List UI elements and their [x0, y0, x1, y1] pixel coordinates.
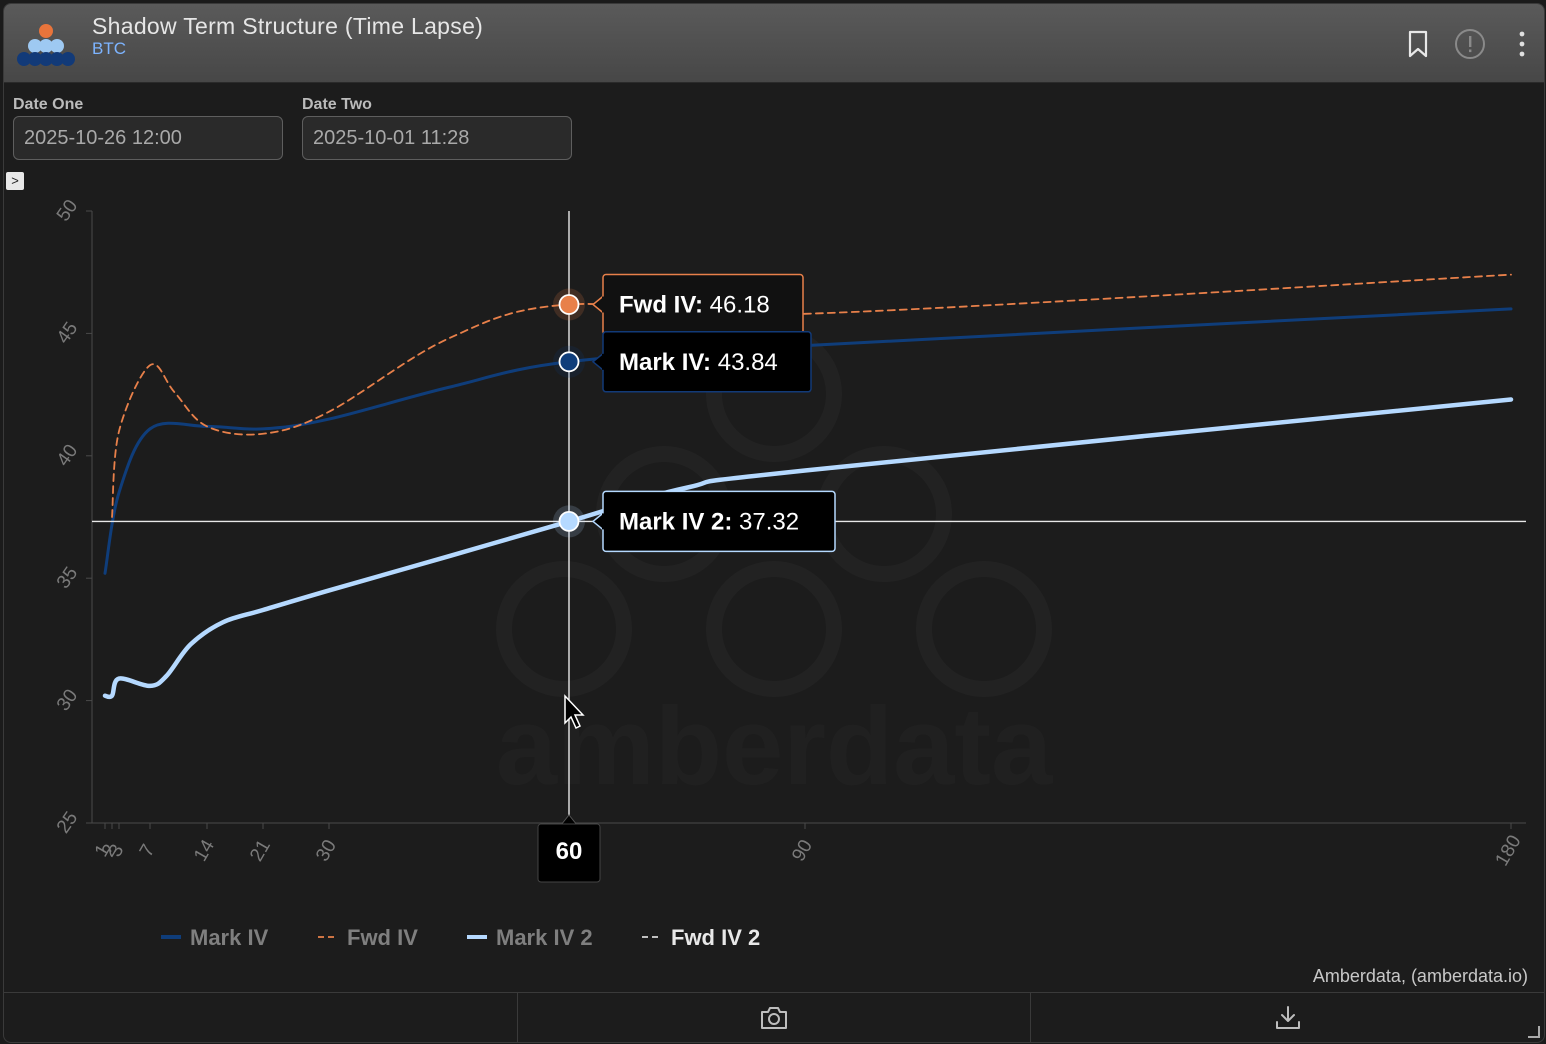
tooltip-text-mark-iv-2: Mark IV 2: 37.32 [619, 508, 799, 535]
bottom-toolbar [4, 992, 1544, 1042]
camera-icon [761, 1007, 787, 1029]
y-tick-label: 40 [53, 441, 82, 470]
y-tick-label: 25 [53, 808, 82, 837]
date-two-input[interactable] [302, 116, 572, 160]
series-line-fwd-iv [111, 273, 1512, 518]
tooltip-pointer-join-mark-iv-2 [602, 513, 605, 530]
widget-subtitle: BTC [92, 39, 126, 58]
legend-item-mark-iv[interactable]: Mark IV [190, 925, 269, 950]
tooltip-value: 46.18 [710, 292, 770, 319]
date-one-input[interactable] [13, 116, 283, 160]
tooltip-label: Mark IV: [619, 349, 718, 376]
tooltip-marker-mark-iv-2 [558, 511, 580, 532]
watermark-circle [916, 561, 1052, 697]
legend-item-fwd-iv[interactable]: Fwd IV [347, 925, 418, 950]
tooltip-value: 43.84 [718, 349, 778, 376]
info-icon[interactable] [1454, 26, 1486, 62]
mouse-cursor-icon [564, 694, 585, 730]
term-structure-chart: amberdata 25303540455012371421306090180 … [53, 196, 1526, 950]
sidebar-toggle-button[interactable]: > [6, 172, 24, 190]
watermark: amberdata [496, 326, 1053, 808]
watermark-text: amberdata [496, 685, 1053, 808]
tooltip-marker-mark-iv [558, 351, 580, 373]
x-tick-label: 90 [788, 836, 817, 865]
date-two-label: Date Two [302, 96, 372, 113]
download-button[interactable] [1031, 993, 1544, 1042]
tooltip-value: 37.32 [739, 508, 799, 535]
widget-window: Shadow Term Structure (Time Lapse) BTC D… [3, 3, 1545, 1043]
x-tick-label: 21 [246, 836, 275, 865]
tooltip-label: Mark IV 2: [619, 508, 739, 535]
screenshot-button[interactable] [518, 993, 1032, 1042]
series-line-mark-iv [103, 307, 1513, 575]
tooltip-text-mark-iv: Mark IV: 43.84 [619, 349, 778, 376]
crosshair-x-label: 60 [556, 838, 583, 865]
x-tick-label: 180 [1492, 832, 1526, 870]
crosshair-x-label-box [537, 823, 601, 883]
date-one-label: Date One [13, 96, 84, 113]
chart-credit: Amberdata, (amberdata.io) [1312, 966, 1528, 986]
tooltip-label: Fwd IV: [619, 292, 710, 319]
x-tick-label: 7 [136, 841, 159, 861]
toolbar-empty-cell [4, 993, 518, 1042]
tooltip-pointer-join-mark-iv [602, 353, 605, 370]
widget-title: Shadow Term Structure (Time Lapse) [92, 13, 484, 39]
legend-item-mark-iv-2[interactable]: Mark IV 2 [496, 925, 593, 950]
y-tick-label: 35 [53, 563, 82, 592]
watermark-circle [496, 561, 632, 697]
y-tick-label: 30 [53, 686, 82, 715]
watermark-circle [816, 446, 952, 582]
legend-item-fwd-iv-2[interactable]: Fwd IV 2 [671, 925, 760, 950]
series-line-mark-iv-2 [102, 397, 1514, 700]
y-tick-label: 45 [53, 318, 82, 347]
tooltip-text-fwd-iv: Fwd IV: 46.18 [619, 292, 770, 319]
x-tick-label: 30 [312, 836, 341, 865]
tooltip-pointer-join-fwd-iv [602, 296, 605, 313]
x-tick-label: 14 [190, 836, 219, 865]
title-bar: Shadow Term Structure (Time Lapse) BTC [4, 4, 1544, 83]
resize-handle[interactable] [1528, 1026, 1540, 1038]
more-vertical-icon[interactable] [1506, 26, 1538, 62]
download-icon [1275, 1006, 1300, 1029]
tooltip-marker-fwd-iv [558, 294, 580, 315]
y-tick-label: 50 [53, 196, 82, 225]
bookmark-icon[interactable] [1402, 26, 1434, 62]
watermark-circle [706, 561, 842, 697]
amberdata-logo-icon [17, 24, 75, 66]
